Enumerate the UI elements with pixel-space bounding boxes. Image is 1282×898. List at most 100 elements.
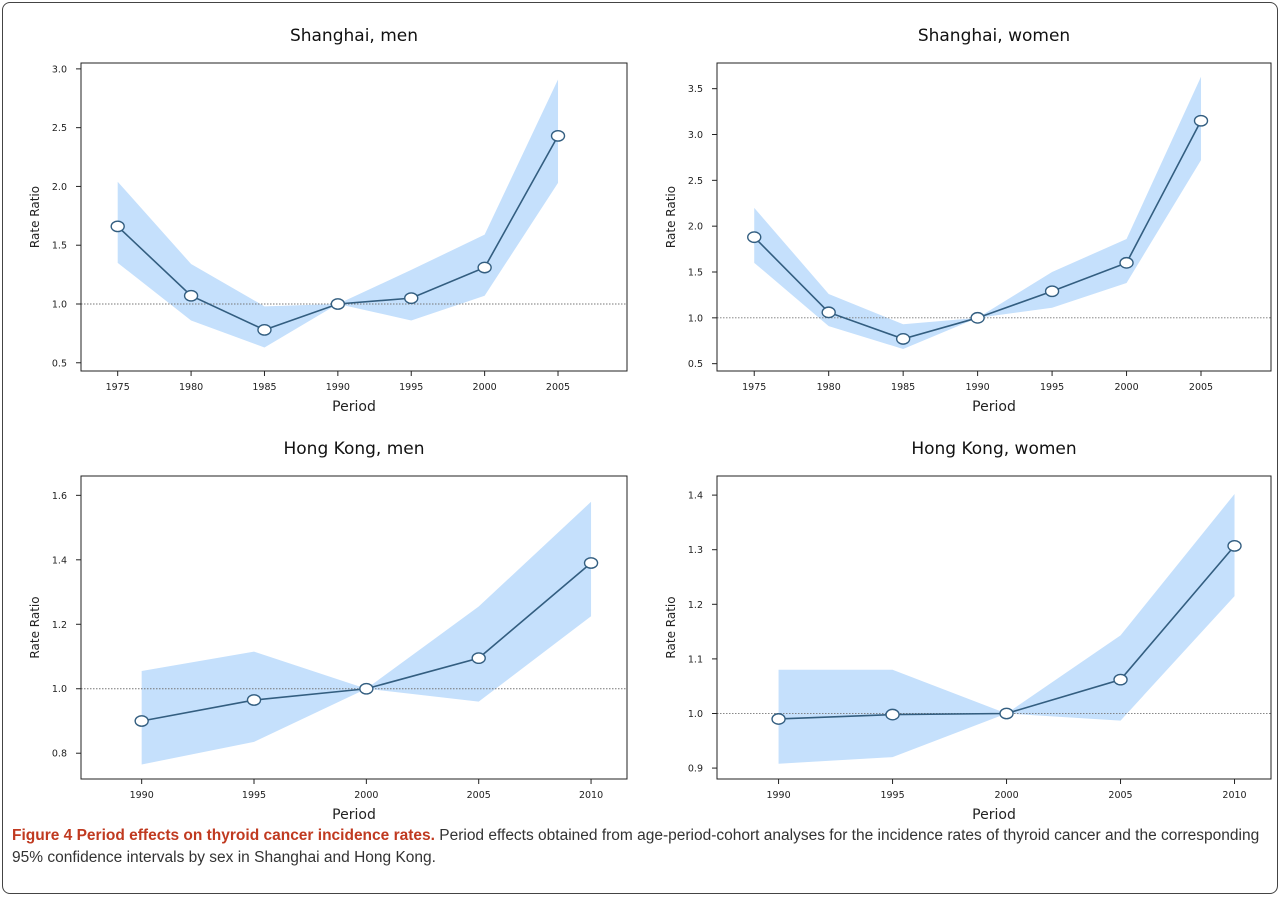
x-tick-label: 1995: [880, 790, 904, 801]
x-tick-label: 2000: [994, 790, 1018, 801]
chart-panel-hongkong-men: Hong Kong, men 1990 1995 2000 2005 2010 0.8 1.0…: [11, 428, 639, 833]
data-point: [583, 557, 599, 569]
chart-svg: Hong Kong, women 1990 1995 2000 2005 2010 0.9 1…: [664, 439, 1272, 823]
x-tick-label: 2005: [1189, 382, 1213, 393]
y-tick-label: 1.6: [52, 491, 67, 502]
x-tick-label: 1985: [252, 382, 276, 393]
plot-area: [80, 62, 628, 372]
x-tick-label: 2005: [467, 790, 491, 801]
y-tick-label: 0.5: [52, 358, 67, 369]
data-point: [771, 713, 786, 725]
x-tick-label: 1975: [742, 382, 766, 393]
x-tick-label: 1975: [106, 382, 130, 393]
data-point: [1119, 256, 1134, 269]
chart-svg: Hong Kong, men 1990 1995 2000 2005 2010 0.8 1.0…: [28, 439, 628, 823]
x-tick-label: 2005: [1108, 790, 1132, 801]
figure-caption: Figure 4 Period effects on thyroid cance…: [12, 825, 1267, 869]
data-point: [1227, 539, 1242, 552]
x-tick-label: 2010: [579, 790, 603, 801]
data-point: [110, 220, 125, 233]
data-point: [999, 707, 1014, 720]
y-axis-label: Rate Ratio: [28, 186, 42, 248]
x-tick-label: 1990: [326, 382, 350, 393]
data-point: [1193, 114, 1209, 127]
y-axis-label: Rate Ratio: [664, 596, 678, 658]
data-point: [257, 323, 272, 336]
x-axis-label: Period: [972, 807, 1016, 823]
data-point: [404, 292, 419, 305]
x-tick-label: 1990: [766, 790, 790, 801]
chart-svg: Shanghai, men 1975 1980 1985 1990 1995 2000 200…: [28, 26, 628, 415]
y-tick-label: 0.8: [52, 749, 67, 760]
data-point: [1113, 673, 1128, 686]
x-axis-label: Period: [332, 399, 376, 415]
data-point: [471, 652, 486, 665]
confidence-band: [754, 76, 1202, 349]
y-tick-label: 1.0: [688, 313, 703, 324]
y-axis-label: Rate Ratio: [664, 186, 678, 248]
x-tick-label: 2010: [1222, 790, 1246, 801]
data-point: [246, 694, 262, 706]
y-tick-label: 1.5: [52, 241, 67, 252]
x-tick-label: 1990: [130, 790, 154, 801]
data-point: [1044, 285, 1060, 298]
confidence-band: [778, 494, 1235, 764]
y-tick-label: 1.1: [688, 654, 703, 665]
y-tick-label: 3.0: [688, 130, 703, 141]
chart-panel-hongkong-women: Hong Kong, women 1990 1995 2000 2005 2010 0.9 1…: [647, 428, 1275, 833]
y-tick-label: 2.5: [688, 176, 703, 187]
y-tick-label: 1.4: [688, 491, 703, 502]
y-tick-label: 2.0: [52, 182, 67, 193]
y-tick-label: 0.5: [688, 359, 703, 370]
y-tick-label: 1.0: [52, 684, 67, 695]
data-point: [821, 306, 836, 319]
y-tick-label: 1.4: [52, 555, 67, 566]
data-point: [359, 682, 374, 695]
y-tick-label: 1.0: [52, 299, 67, 310]
x-tick-label: 2000: [354, 790, 378, 801]
data-point: [885, 708, 900, 721]
x-tick-label: 1985: [891, 382, 915, 393]
chart-title: Shanghai, men: [290, 26, 418, 46]
chart-svg: Shanghai, women 1975 1980 1985 1990 1995 2000 2…: [664, 26, 1272, 415]
x-tick-label: 1990: [966, 382, 990, 393]
x-tick-label: 1995: [1040, 382, 1064, 393]
y-tick-label: 3.5: [688, 84, 703, 95]
y-tick-label: 2.5: [52, 123, 67, 134]
y-tick-label: 1.3: [688, 545, 703, 556]
data-point: [134, 715, 149, 727]
caption-text: Period effects obtained from age-period-…: [12, 827, 1260, 866]
data-point: [895, 333, 911, 345]
chart-panel-shanghai-men: Shanghai, men 1975 1980 1985 1990 1995 2000 200…: [11, 15, 639, 427]
y-tick-label: 1.0: [688, 709, 703, 720]
y-tick-label: 1.2: [52, 620, 67, 631]
y-tick-label: 2.0: [688, 222, 703, 233]
y-tick-label: 3.0: [52, 64, 67, 75]
confidence-band: [117, 79, 559, 348]
y-tick-label: 0.9: [688, 764, 703, 775]
plot-area: [80, 475, 628, 780]
y-tick-label: 1.5: [688, 268, 703, 279]
x-tick-label: 1980: [817, 382, 841, 393]
x-axis-label: Period: [972, 399, 1016, 415]
x-tick-label: 1980: [179, 382, 203, 393]
x-tick-label: 2000: [473, 382, 497, 393]
plot-area: [716, 475, 1272, 780]
caption-heading: Figure 4 Period effects on thyroid cance…: [12, 827, 435, 844]
plot-area: [716, 62, 1272, 372]
chart-title: Hong Kong, men: [283, 439, 424, 459]
data-point: [970, 311, 985, 324]
x-tick-label: 2005: [546, 382, 570, 393]
y-tick-label: 1.2: [688, 600, 703, 611]
x-axis-label: Period: [332, 807, 376, 823]
data-point: [330, 298, 346, 310]
confidence-band: [141, 501, 592, 765]
data-point: [747, 231, 762, 244]
data-point: [550, 129, 566, 142]
chart-panel-shanghai-women: Shanghai, women 1975 1980 1985 1990 1995 2000 2…: [647, 15, 1275, 427]
y-axis-label: Rate Ratio: [28, 596, 42, 658]
x-tick-label: 2000: [1114, 382, 1138, 393]
x-tick-label: 1995: [399, 382, 423, 393]
data-point: [477, 261, 492, 274]
